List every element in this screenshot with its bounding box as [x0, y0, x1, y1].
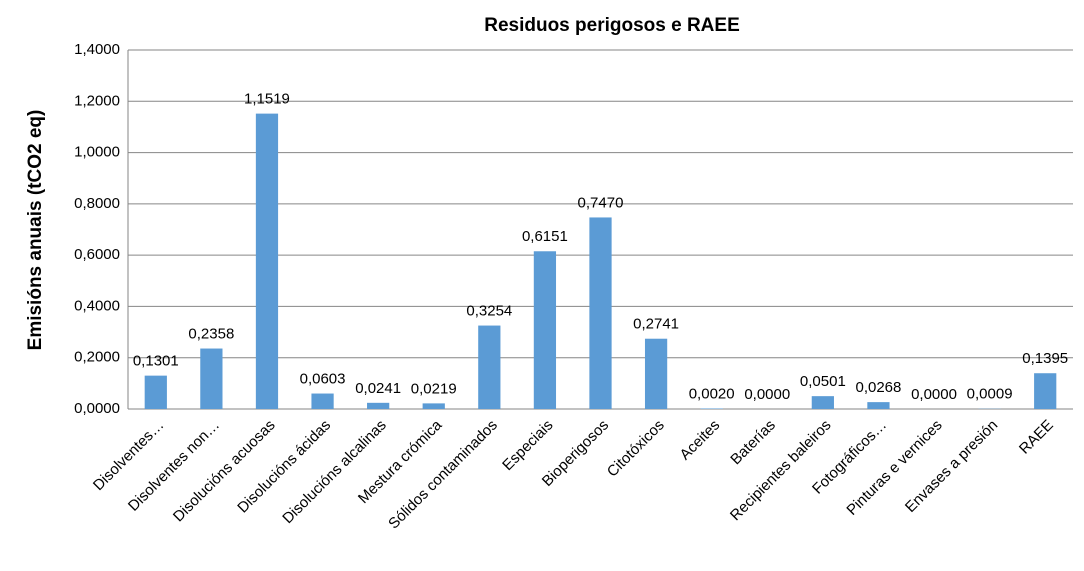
bar: [589, 217, 612, 409]
data-label: 0,1395: [1022, 350, 1068, 367]
data-label: 1,1519: [244, 91, 290, 108]
y-tick-label: 0,6000: [74, 246, 120, 263]
y-tick-label: 0,8000: [74, 195, 120, 212]
data-label: 0,0603: [300, 371, 346, 388]
x-tick-label: Envases a presión: [902, 417, 1001, 516]
data-label: 0,0219: [411, 380, 457, 397]
bar: [1034, 373, 1057, 409]
y-tick-label: 1,4000: [74, 41, 120, 58]
x-tick-label: Baterías: [727, 417, 779, 469]
x-tick-label: Sólidos contaminados: [385, 417, 501, 533]
bar: [478, 325, 501, 409]
chart-title: Residuos perigosos e RAEE: [484, 15, 740, 36]
bar: [144, 375, 167, 409]
data-label: 0,7470: [578, 194, 624, 211]
data-label: 0,0020: [689, 385, 735, 402]
bar: [867, 402, 890, 409]
y-axis-label: Emisións anuais (tCO2 eq): [25, 110, 46, 351]
bar: [367, 402, 390, 409]
data-label: 0,2358: [188, 326, 234, 343]
x-tick-label: RAEE: [1016, 417, 1057, 458]
x-tick-label: Recipientes baleiros: [727, 417, 835, 525]
y-tick-label: 0,4000: [74, 297, 120, 314]
x-tick-label: Pinturas e vernices: [843, 417, 945, 519]
data-label: 0,3254: [466, 303, 512, 320]
data-label: 0,0000: [744, 386, 790, 403]
x-tick-label: Disolucións ácidas: [234, 417, 334, 517]
data-label: 0,0000: [911, 386, 957, 403]
bar: [533, 251, 557, 409]
bar: [311, 393, 334, 409]
x-tick-label: Citotóxicos: [604, 417, 668, 481]
bar: [644, 338, 668, 409]
data-label: 0,0241: [355, 380, 401, 397]
x-tick-label: Disolucións alcalinas: [279, 417, 389, 527]
y-tick-label: 1,0000: [74, 144, 120, 161]
y-tick-label: 0,2000: [74, 349, 120, 366]
x-tick-label: Especiais: [499, 417, 556, 474]
bar: [811, 396, 834, 409]
data-label: 0,2741: [633, 316, 679, 333]
data-label: 0,0009: [967, 386, 1013, 403]
x-tick-label: Disolucións acuosas: [170, 417, 279, 526]
bar: [422, 403, 445, 409]
x-tick-label: Aceites: [676, 417, 723, 464]
y-tick-label: 1,2000: [74, 92, 120, 109]
y-tick-label: 0,0000: [74, 400, 120, 417]
data-label: 0,0501: [800, 373, 846, 390]
data-label: 0,6151: [522, 228, 568, 245]
data-label: 0,0268: [855, 379, 901, 396]
bar: [255, 113, 279, 409]
bar: [200, 348, 223, 409]
data-label: 0,1301: [133, 353, 179, 370]
bar: [700, 408, 723, 409]
